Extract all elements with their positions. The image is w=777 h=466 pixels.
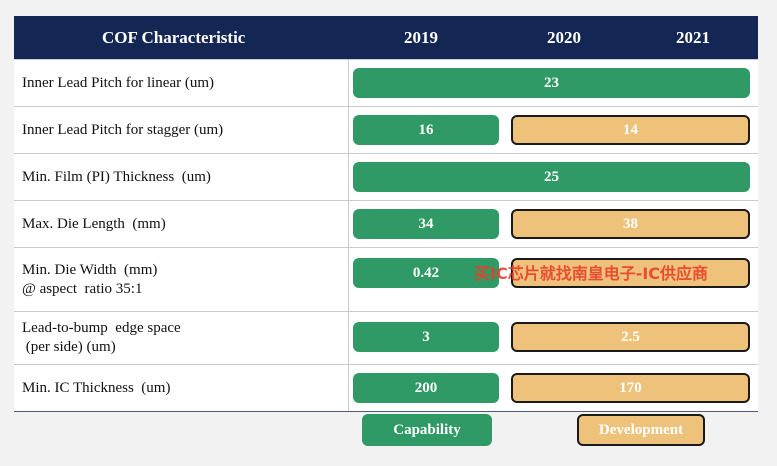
row-label-line: Inner Lead Pitch for stagger (um) [22, 121, 224, 138]
table-row: Lead-to-bump edge space (per side) (um) … [14, 311, 758, 364]
header-year-2019: 2019 [404, 28, 438, 47]
capability-bar: 3 [353, 322, 499, 352]
development-bar: 2.5 [511, 322, 750, 352]
column-divider [348, 60, 349, 106]
row-label: Max. Die Length (mm) [22, 201, 342, 247]
development-bar: 14 [511, 115, 750, 145]
row-label-line: Min. Die Width (mm) [22, 261, 158, 278]
development-bar: 170 [511, 373, 750, 403]
table-row: Inner Lead Pitch for stagger (um) 16 14 [14, 106, 758, 153]
header-year-2021: 2021 [676, 28, 710, 47]
development-bar: 38 [511, 209, 750, 239]
row-label-line: Lead-to-bump edge space [22, 320, 181, 336]
row-label: Min. Die Width (mm) @ aspect ratio 35:1 [22, 248, 342, 311]
table-row: Max. Die Length (mm) 34 38 [14, 200, 758, 247]
header-title: COF Characteristic [102, 28, 246, 47]
table-row: Inner Lead Pitch for linear (um) 23 [14, 59, 758, 106]
table-header: COF Characteristic 2019 2020 2021 [14, 16, 758, 59]
column-divider [348, 107, 349, 153]
table-row: Min. Die Width (mm) @ aspect ratio 35:1 … [14, 247, 758, 311]
table-row: Min. Film (PI) Thickness (um) 25 [14, 153, 758, 200]
column-divider [348, 248, 349, 311]
row-label-line: Min. IC Thickness (um) [22, 379, 171, 396]
header-year-2020: 2020 [547, 28, 581, 47]
row-label: Lead-to-bump edge space (per side) (um) [22, 312, 342, 364]
capability-bar: 16 [353, 115, 499, 145]
column-divider [348, 154, 349, 200]
capability-bar: 200 [353, 373, 499, 403]
development-bar [511, 258, 750, 288]
capability-bar: 0.42 [353, 258, 499, 288]
capability-bar: 34 [353, 209, 499, 239]
row-label: Inner Lead Pitch for stagger (um) [22, 107, 342, 153]
row-label-line: Max. Die Length (mm) [22, 215, 166, 232]
legend-development: Development [577, 414, 705, 446]
capability-bar: 23 [353, 68, 750, 98]
row-label-line-2: @ aspect ratio 35:1 [22, 280, 143, 297]
table-row: Min. IC Thickness (um) 200 170 [14, 364, 758, 411]
cof-table: COF Characteristic 2019 2020 2021 Inner … [14, 16, 758, 412]
column-divider [348, 365, 349, 411]
column-divider [348, 312, 349, 364]
row-label: Min. Film (PI) Thickness (um) [22, 154, 342, 200]
column-divider [348, 201, 349, 247]
row-label-line: Inner Lead Pitch for linear (um) [22, 74, 215, 91]
watermark-text: 买IC芯片就找南皇电子-IC供应商 [474, 264, 709, 283]
legend-capability: Capability [362, 414, 492, 446]
row-label-line: Min. Film (PI) Thickness (um) [22, 168, 211, 185]
row-label: Inner Lead Pitch for linear (um) [22, 60, 342, 106]
row-label-line-2: (per side) (um) [22, 339, 116, 355]
row-label: Min. IC Thickness (um) [22, 365, 342, 411]
capability-bar: 25 [353, 162, 750, 192]
